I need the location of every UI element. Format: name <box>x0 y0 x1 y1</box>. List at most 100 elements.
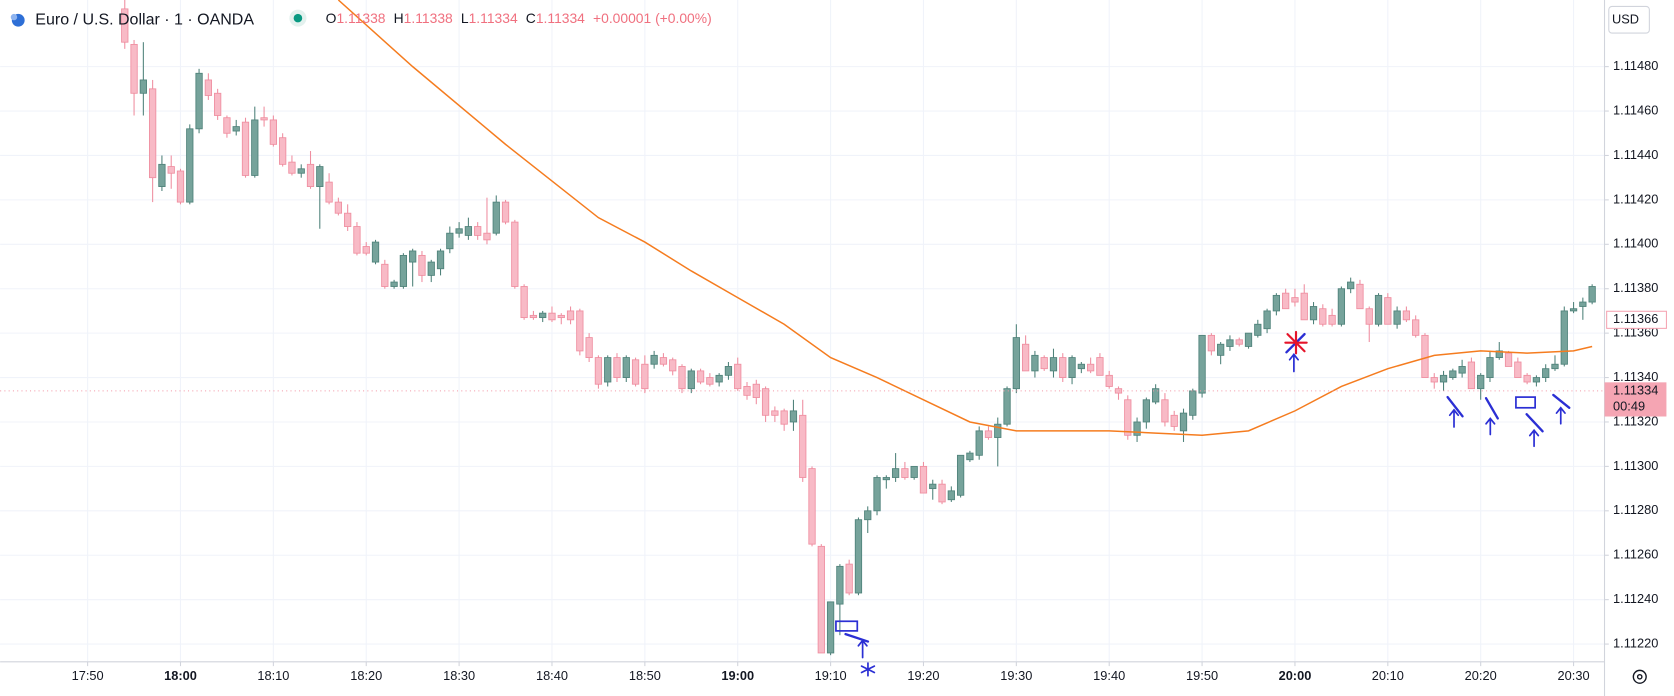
y-tick-label: 1.11440 <box>1613 147 1658 162</box>
ohlc-label: O <box>326 10 337 26</box>
candle-body <box>344 212 352 227</box>
candle-body <box>539 312 547 319</box>
candle-body <box>659 357 668 365</box>
candle-body <box>353 226 361 254</box>
candle-body <box>966 452 974 461</box>
x-tick-label: 18:50 <box>629 668 661 683</box>
candle-body <box>1495 350 1503 358</box>
candle-body <box>1133 421 1141 436</box>
candle-body <box>1087 363 1095 372</box>
candle-body <box>260 117 268 121</box>
candle-body <box>1114 388 1123 394</box>
candle-body <box>566 310 575 321</box>
candle-body <box>316 166 324 187</box>
settings-icon[interactable] <box>1632 669 1647 684</box>
x-tick-label: 17:50 <box>72 668 104 683</box>
y-tick-label: 1.11260 <box>1613 547 1658 562</box>
annotation-arrow <box>1288 353 1300 373</box>
axes: 1.11220 1.11240 1.11260 1.11280 1.11300 1.113… <box>72 58 1667 683</box>
candle-body <box>529 314 538 319</box>
candle-body <box>511 221 519 287</box>
candle-body <box>1588 286 1596 303</box>
x-tick-label: 18:20 <box>350 668 382 683</box>
x-tick-label: 19:40 <box>1093 668 1125 683</box>
candle-body <box>1347 281 1355 290</box>
candle-body <box>678 366 686 390</box>
candle-body <box>455 228 463 234</box>
header: Euro / U.S. Dollar · 1 · OANDA O1.11338 … <box>10 9 712 29</box>
candle-body <box>1542 368 1550 378</box>
y-tick-label: 1.11400 <box>1613 236 1658 251</box>
candle-body <box>483 232 491 241</box>
candle-body <box>836 565 844 605</box>
candle-body <box>214 92 222 116</box>
candle-body <box>854 519 863 594</box>
candle-body <box>1412 319 1420 336</box>
candle-body <box>1328 314 1336 325</box>
candle-body <box>780 410 788 425</box>
candle-body <box>669 359 677 372</box>
candle-body <box>1319 308 1327 325</box>
price-label: 1.11366 <box>1613 311 1658 326</box>
y-tick-label: 1.11320 <box>1613 413 1658 428</box>
x-tick-label: 19:10 <box>815 668 847 683</box>
annotation-stroke <box>1525 413 1544 433</box>
candle-body <box>1486 357 1494 378</box>
candle-body <box>297 168 305 174</box>
grid <box>0 0 1605 662</box>
candle-body <box>1384 297 1392 325</box>
annotation-asterisk <box>1284 330 1308 355</box>
symbol-title: Euro / U.S. Dollar · 1 · OANDA <box>35 12 254 29</box>
candle-body <box>1244 332 1253 347</box>
candle-body <box>306 163 315 187</box>
candle-body <box>1569 308 1578 312</box>
candle-body <box>789 410 798 423</box>
annotation-arrow <box>1528 428 1540 448</box>
candle-body <box>715 374 723 383</box>
gear-hub[interactable] <box>1636 673 1643 680</box>
ohlc-value: 1.11338 <box>336 10 385 26</box>
gear[interactable] <box>1632 669 1647 684</box>
candle-body <box>724 366 733 376</box>
candle-body <box>325 181 333 203</box>
candle-body <box>1439 374 1448 383</box>
candle-body <box>492 201 500 234</box>
candle-body <box>130 43 138 94</box>
candle-body <box>195 72 203 130</box>
candle-body <box>520 286 528 319</box>
annotation-arrow <box>1485 417 1496 436</box>
candle-body <box>464 226 473 236</box>
y-tick-label: 1.11480 <box>1613 58 1658 73</box>
candle-body <box>891 468 900 478</box>
annotations <box>835 330 1571 677</box>
candle-body <box>1226 339 1234 347</box>
candle-body <box>381 263 389 287</box>
candle-body <box>1170 414 1178 427</box>
status-dot <box>293 13 303 23</box>
candle-body <box>1068 357 1076 378</box>
price-label: 1.11334 <box>1613 382 1658 397</box>
candle-body <box>1254 323 1262 336</box>
candle-body <box>613 357 621 378</box>
candle-body <box>1031 354 1039 372</box>
candle-body <box>910 465 918 478</box>
candle-body <box>1421 334 1429 378</box>
candle-body <box>1477 374 1485 390</box>
candle-body <box>1458 366 1466 374</box>
ohlc-value: 1.11334 <box>536 10 585 26</box>
annotation-stroke <box>1552 393 1571 409</box>
candle-body <box>901 468 909 478</box>
price-label-box <box>1604 382 1667 417</box>
candle-body <box>799 414 807 478</box>
x-tick-label: 18:40 <box>536 668 568 683</box>
currency-button[interactable] <box>1608 5 1650 34</box>
candle-body <box>1179 412 1188 432</box>
candle-body <box>1430 377 1438 383</box>
candle-body <box>1235 339 1243 345</box>
ohlc-label: C <box>526 10 536 26</box>
candle-body <box>409 250 417 263</box>
candle-body <box>1207 334 1215 352</box>
candle-body <box>594 357 603 385</box>
candle-body <box>864 510 872 521</box>
candle-body <box>1365 308 1373 325</box>
